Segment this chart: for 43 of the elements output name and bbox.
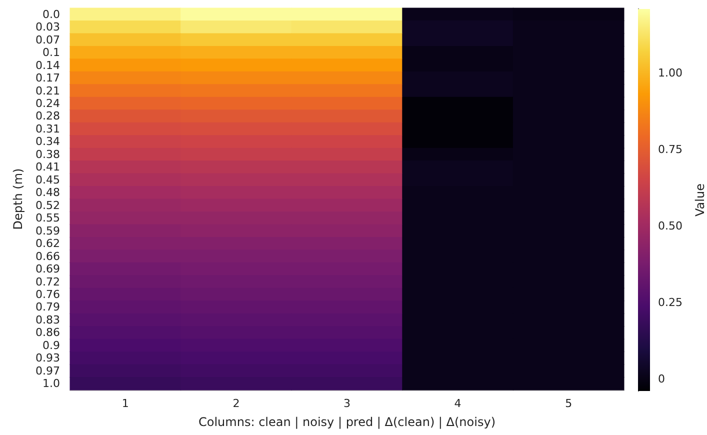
y-tick-label: 0.93 [36,352,60,365]
color-bar-label: 1.00 [658,66,682,80]
y-tick-label: 0.0 [42,8,60,21]
y-tick-label: 0.59 [36,224,60,238]
color-bar-title: Value [693,184,707,216]
y-tick-label: 0.48 [36,186,60,200]
x-tick-label: 1 [122,397,129,410]
y-tick-label: 0.38 [36,148,60,161]
y-tick-label: 0.1 [42,46,60,60]
y-tick-label: 0.55 [36,212,60,225]
color-bar-label: 0.50 [658,219,682,232]
y-tick-label: 0.21 [36,84,60,98]
y-tick-label: 1.0 [42,377,60,390]
y-tick-label: 0.28 [36,110,60,123]
x-tick-label: 2 [232,397,240,410]
y-tick-label: 0.66 [36,250,60,263]
y-tick-label: 0.86 [36,326,60,340]
y-tick-label: 0.24 [36,97,60,110]
y-tick-label: 0.45 [36,173,60,186]
y-tick-label: 0.69 [36,262,60,276]
y-tick-label: 0.62 [36,237,60,250]
y-axis-title: Depth (m) [11,168,25,230]
y-tick-label: 0.41 [36,160,60,174]
y-tick-label: 0.83 [36,313,60,326]
y-tick-label: 0.9 [42,338,60,352]
y-tick-label: 0.07 [36,33,60,46]
y-tick-label: 0.17 [36,72,60,85]
color-bar-label: 0 [658,372,665,386]
x-tick-label: 3 [344,397,350,410]
y-tick-label: 0.76 [36,288,60,301]
y-tick-label: 0.79 [36,300,60,314]
y-tick-label: 0.34 [36,135,60,148]
x-axis-title: Columns: clean | noisy | pred | Δ(clean) | Δ(noisy) [198,415,496,429]
y-tick-label: 0.97 [36,364,60,378]
y-tick-label: 0.03 [36,20,60,34]
color-bar-label: 0.75 [658,143,682,156]
color-bar-label: 0.25 [658,296,682,309]
y-tick-label: 0.14 [36,58,60,72]
x-tick-label: 5 [565,397,572,410]
y-tick-label: 0.31 [36,122,60,136]
x-tick-label: 4 [454,397,462,410]
y-tick-label: 0.72 [36,275,60,288]
y-tick-label: 0.52 [36,198,60,212]
